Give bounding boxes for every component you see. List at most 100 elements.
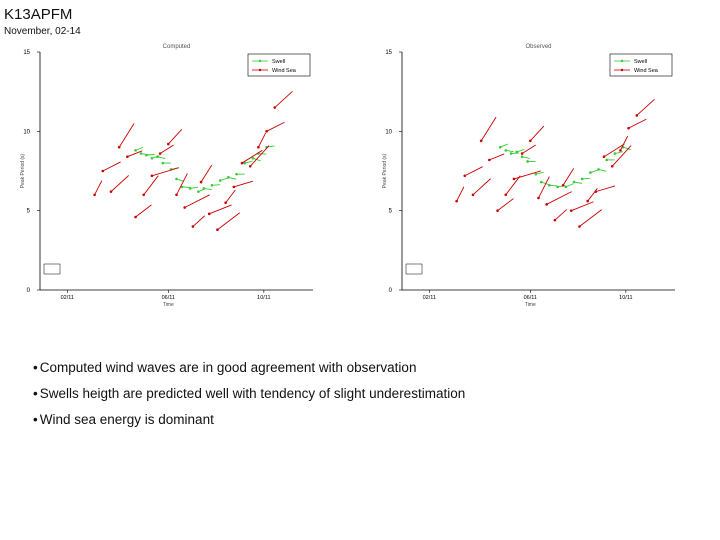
wind-sea-point [191,225,195,228]
swell-point [243,161,247,165]
y-tick-label: 15 [23,50,30,56]
wind-sea-arrow [225,189,236,204]
swell-arrow [573,181,582,184]
swell-arrow [549,184,558,187]
x-axis-label: Time [163,302,174,308]
wind-sea-arrow [102,161,121,172]
wind-sea-arrow [546,191,572,205]
wind-sea-point [126,155,129,159]
swell-arrow [505,149,514,153]
swell-point [175,177,178,181]
wind-sea-point [167,142,170,146]
bullet-item: Computed wind waves are in good agreemen… [33,360,465,375]
wind-sea-point [561,183,565,187]
wind-sea-arrow [241,149,263,164]
legend-label: Wind Sea [634,68,659,74]
swell-arrow [176,178,185,182]
wind-sea-arrow [257,132,267,148]
observed-chart: Observed 0 5 10 15 Peak Period (s) 02/11 06/11 1… [382,44,675,308]
swell-point [227,176,230,179]
swell-point [188,187,192,190]
wind-sea-arrow [176,173,188,196]
wind-sea-arrow [167,128,183,145]
wind-sea-arrow [579,209,603,227]
wind-sea-point [224,201,227,205]
chart-title: Computed [163,44,191,50]
wind-sea-point [504,193,508,197]
swell-point [589,171,592,174]
y-tick-label: 10 [385,129,392,135]
swell-arrow [582,177,591,180]
x-tick-label: 02/11 [423,295,436,301]
x-tick-label: 06/11 [524,295,537,301]
wind-sea-point [232,185,236,189]
wind-sea-point [109,190,113,193]
swell-point [218,179,222,182]
wind-sea-arrow [151,167,179,177]
wind-sea-point [569,209,573,212]
swell-arrow [146,154,155,156]
wind-sea-arrow [587,188,598,202]
wind-sea-arrow [209,204,232,215]
wind-sea-arrow [233,180,254,188]
swell-arrow [181,186,190,188]
slide-title: K13APFM [4,6,73,23]
wind-sea-arrow [611,145,632,167]
swell-point [580,177,584,181]
wind-sea-point [610,164,614,168]
bullet-item: Wind sea energy is dominant [33,412,465,427]
legend-marker [620,59,624,63]
swell-arrow [541,181,549,186]
swell-arrow [565,183,574,188]
swell-point [504,149,508,152]
y-tick-label: 15 [385,50,392,56]
swell-arrow [522,156,530,160]
swell-point [534,172,538,176]
legend-label: Swell [634,59,647,65]
wind-sea-arrow [184,194,210,208]
wind-sea-arrow [619,135,629,151]
legend-box [247,53,311,77]
wind-sea-arrow [480,116,497,142]
wind-sea-arrow [472,178,492,196]
swell-point [564,185,568,189]
wind-sea-point [150,174,154,178]
x-tick-label: 02/11 [61,295,74,301]
swell-arrow [157,156,166,160]
scale-box [405,263,423,275]
wind-sea-arrow [266,121,285,132]
swell-arrow [244,160,253,164]
wind-sea-arrow [529,125,545,142]
wind-sea-point [619,149,622,152]
swell-point [526,160,529,163]
wind-sea-arrow [217,212,241,231]
swell-point [597,168,600,171]
wind-sea-point [578,225,581,228]
legend-marker [258,59,262,63]
y-axis-label: Peak Period (s) [20,153,26,188]
swell-point [235,172,238,176]
wind-sea-point [496,209,499,212]
wind-sea-arrow [497,198,514,212]
legend-marker [258,68,262,72]
wind-sea-point [240,161,244,165]
wind-sea-arrow [464,166,483,177]
swell-arrow [516,149,525,153]
swell-point [197,190,200,193]
swell-point [156,155,159,159]
wind-sea-arrow [143,175,159,196]
wind-sea-point [586,199,589,203]
swell-arrow [590,169,599,174]
swell-arrow [135,146,144,151]
wind-sea-point [627,126,630,130]
legend-label: Swell [272,59,285,65]
wind-sea-arrow [94,180,103,196]
y-tick-label: 0 [389,288,393,294]
wind-sea-point [635,114,639,117]
wind-sea-point [520,152,524,155]
scale-box [43,263,61,275]
wind-sea-point [183,206,186,209]
y-tick-label: 5 [27,209,31,215]
swell-arrow [622,146,631,151]
swell-point [572,180,576,184]
